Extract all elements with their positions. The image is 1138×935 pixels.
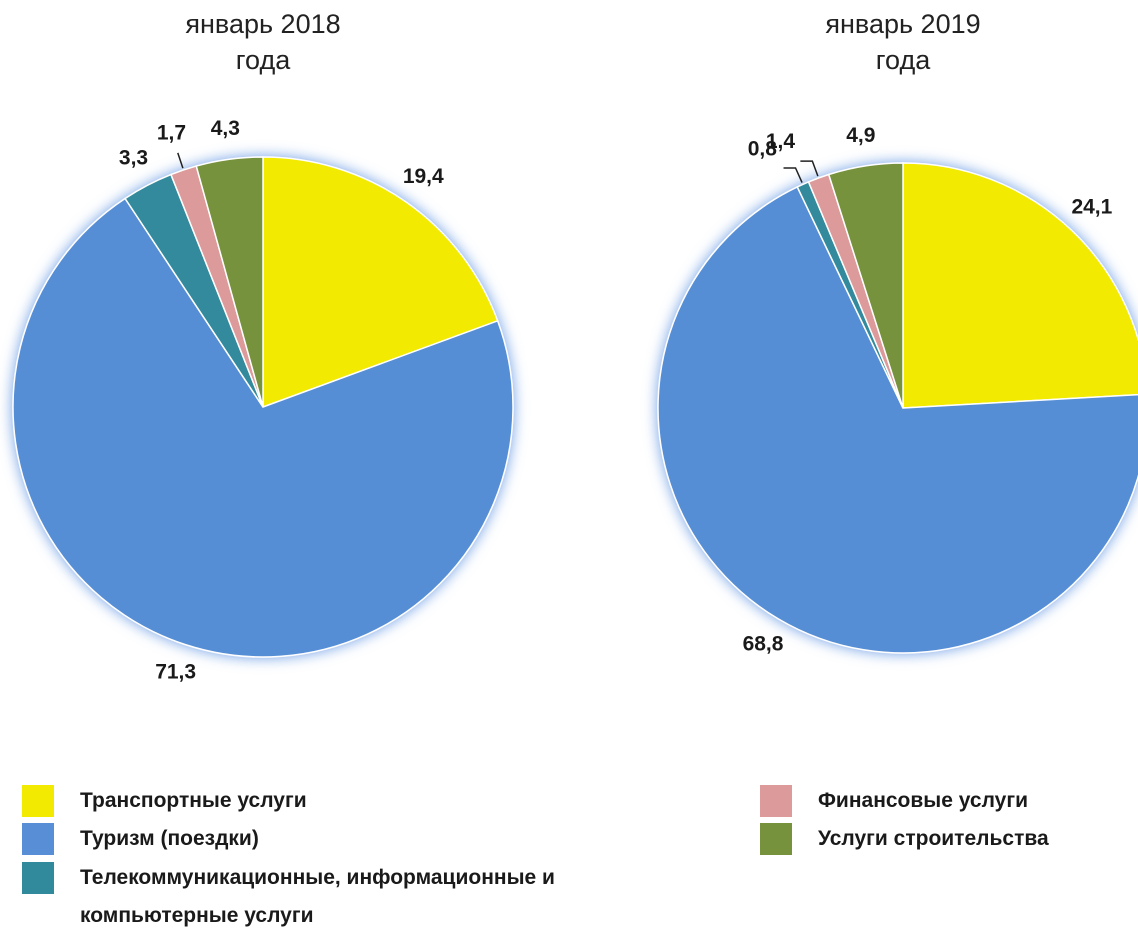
legend-item: Финансовые услуги — [760, 785, 1028, 820]
data-label: 24,1 — [1071, 196, 1112, 219]
legend-label: Туризм (поездки) — [80, 827, 259, 850]
leader-line — [177, 152, 184, 169]
legend-item: Телекоммуникационные, информационные и к… — [22, 862, 680, 935]
data-label: 3,3 — [119, 146, 148, 169]
legend-swatch — [760, 823, 792, 855]
legend-swatch — [760, 785, 792, 817]
legend-swatch — [22, 785, 54, 817]
leader-line — [800, 160, 819, 177]
pie-slice — [657, 185, 1138, 654]
data-label: 1,7 — [157, 121, 186, 144]
data-label: 4,9 — [846, 124, 875, 147]
legend-item: Туризм (поездки) — [22, 823, 259, 858]
pie — [657, 162, 1138, 654]
data-label: 19,4 — [403, 165, 444, 188]
data-label: 68,8 — [743, 632, 784, 655]
legend-label: Транспортные услуги — [80, 789, 307, 812]
pie-slice — [902, 162, 1138, 409]
chart-title: январь 2018 года — [185, 9, 341, 75]
legend-swatch — [22, 862, 54, 894]
legend-label: Телекоммуникационные, информационные и к… — [80, 866, 555, 927]
data-label: 4,3 — [211, 117, 240, 140]
data-label: 0,8 — [748, 137, 778, 160]
legend-label: Финансовые услуги — [818, 789, 1028, 812]
pie-slice — [827, 162, 904, 409]
legend-item: Услуги строительства — [760, 823, 1049, 858]
data-label: 71,3 — [155, 661, 196, 684]
leader-line — [783, 167, 803, 183]
pie — [12, 156, 514, 658]
pie-slice — [262, 156, 499, 409]
legend-swatch — [22, 823, 54, 855]
pie-slice — [195, 156, 264, 408]
legend-item: Транспортные услуги — [22, 785, 307, 820]
legend-label: Услуги строительства — [818, 827, 1049, 850]
pie-slice — [12, 197, 514, 658]
data-label: 1,4 — [766, 130, 796, 153]
chart-title: январь 2019 года — [825, 9, 981, 75]
